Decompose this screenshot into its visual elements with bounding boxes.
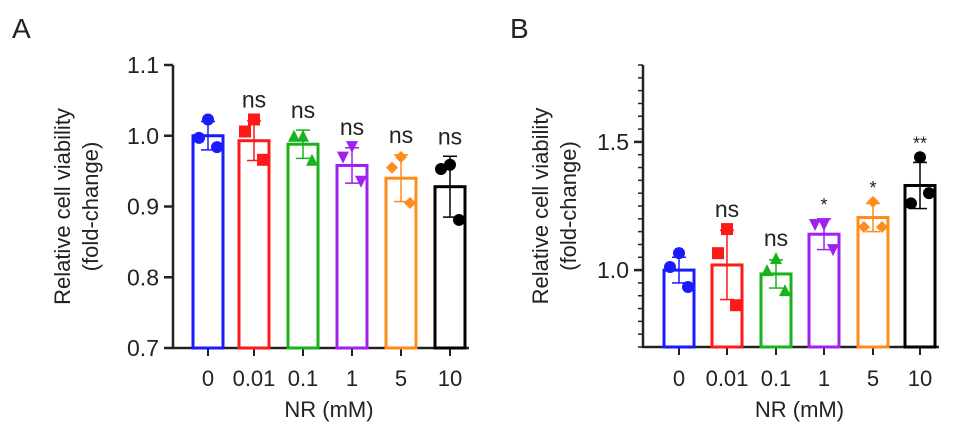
data-point <box>664 261 676 274</box>
data-point <box>239 125 251 138</box>
data-point <box>386 161 398 174</box>
significance-label: ns <box>340 114 364 140</box>
data-point <box>444 158 456 171</box>
significance-label: ns <box>764 225 788 251</box>
data-point <box>905 197 917 210</box>
x-tick-label: 10 <box>908 366 932 391</box>
data-point <box>306 153 318 166</box>
data-point <box>404 196 416 209</box>
y-tick-label: 0.9 <box>127 194 159 220</box>
data-point <box>673 247 685 260</box>
data-point <box>876 221 888 234</box>
data-point <box>193 131 205 144</box>
significance-label: * <box>869 178 876 198</box>
data-point <box>202 113 214 126</box>
data-point <box>818 218 830 231</box>
x-tick-label: 0 <box>202 366 214 391</box>
panel-label: B <box>510 13 529 44</box>
data-point <box>779 284 791 297</box>
x-tick-label: 0.01 <box>706 366 749 391</box>
data-point <box>355 175 367 188</box>
data-point <box>395 150 407 163</box>
significance-label: ns <box>438 123 462 149</box>
y-tick-label: 1.1 <box>127 52 159 78</box>
y-axis-label: Relative cell viability (fold-change) <box>50 108 103 305</box>
data-point <box>248 113 260 126</box>
x-tick-label: 5 <box>395 366 407 391</box>
significance-label: ** <box>913 133 927 153</box>
panel-a: A 0.7 0.8 0.9 1.0 1.1 Relative cell viability(… <box>12 13 469 422</box>
data-point <box>827 244 839 257</box>
significance-label: ns <box>715 196 739 222</box>
bar <box>191 134 225 350</box>
x-tick-label: 0.01 <box>233 366 276 391</box>
significance-label: ns <box>291 97 315 123</box>
data-point <box>914 151 926 164</box>
panel-label: A <box>12 13 31 44</box>
x-tick-label: 0 <box>673 366 685 391</box>
y-tick-label: 0.7 <box>127 335 159 361</box>
y-tick-label: 0.8 <box>127 264 159 290</box>
data-point <box>453 213 465 226</box>
data-point <box>730 299 742 312</box>
x-axis-label: NR (mM) <box>755 397 844 422</box>
y-tick-label: 1.5 <box>597 129 629 155</box>
data-point <box>211 141 223 154</box>
x-tick-label: 0.1 <box>761 366 792 391</box>
data-point <box>257 153 269 166</box>
x-tick-label: 5 <box>867 366 879 391</box>
data-point <box>435 163 447 176</box>
y-axis-label: Relative cell viability (fold-change) <box>528 108 581 305</box>
bar <box>237 139 271 350</box>
data-point <box>770 252 782 265</box>
significance-label: * <box>820 195 827 215</box>
y-axis-label-line: (fold-change) <box>556 141 581 271</box>
data-point <box>761 264 773 277</box>
y-tick-label: 1.0 <box>127 123 159 149</box>
data-point <box>721 223 733 236</box>
panel-b: B 1.0 1.5 Relative cell viability (fold-chan… <box>510 13 939 422</box>
data-point <box>858 221 870 234</box>
bar <box>856 216 890 349</box>
significance-label: ns <box>389 122 413 148</box>
data-point <box>809 218 821 231</box>
bar <box>286 142 320 350</box>
data-point <box>867 195 879 208</box>
data-point <box>346 141 358 154</box>
y-tick-label: 1.0 <box>597 257 629 283</box>
x-tick-label: 1 <box>346 366 358 391</box>
data-point <box>682 281 694 294</box>
y-axis-label-line: (fold-change) <box>78 142 103 272</box>
data-point <box>297 129 309 142</box>
data-point <box>923 187 935 200</box>
significance-label: ns <box>242 86 266 112</box>
x-tick-label: 1 <box>818 366 830 391</box>
bar <box>903 183 937 349</box>
data-point <box>288 129 300 142</box>
y-axis-label-line: Relative cell viability <box>528 108 553 305</box>
bar <box>335 163 369 350</box>
x-tick-label: 0.1 <box>288 366 319 391</box>
data-point <box>712 247 724 260</box>
data-point <box>337 151 349 164</box>
x-tick-label: 10 <box>438 366 462 391</box>
x-axis-label: NR (mM) <box>284 397 373 422</box>
y-axis-label-line: Relative cell viability <box>50 108 75 305</box>
